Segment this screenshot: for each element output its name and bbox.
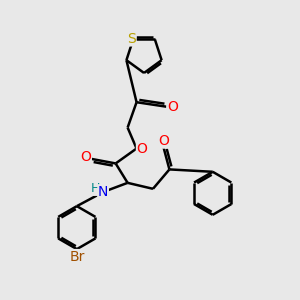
Text: S: S xyxy=(127,32,136,46)
Text: O: O xyxy=(80,151,91,164)
Text: O: O xyxy=(167,100,178,114)
Text: Br: Br xyxy=(69,250,85,264)
Text: N: N xyxy=(98,185,108,199)
Text: H: H xyxy=(91,182,100,195)
Text: O: O xyxy=(136,142,147,155)
Text: O: O xyxy=(159,134,170,148)
